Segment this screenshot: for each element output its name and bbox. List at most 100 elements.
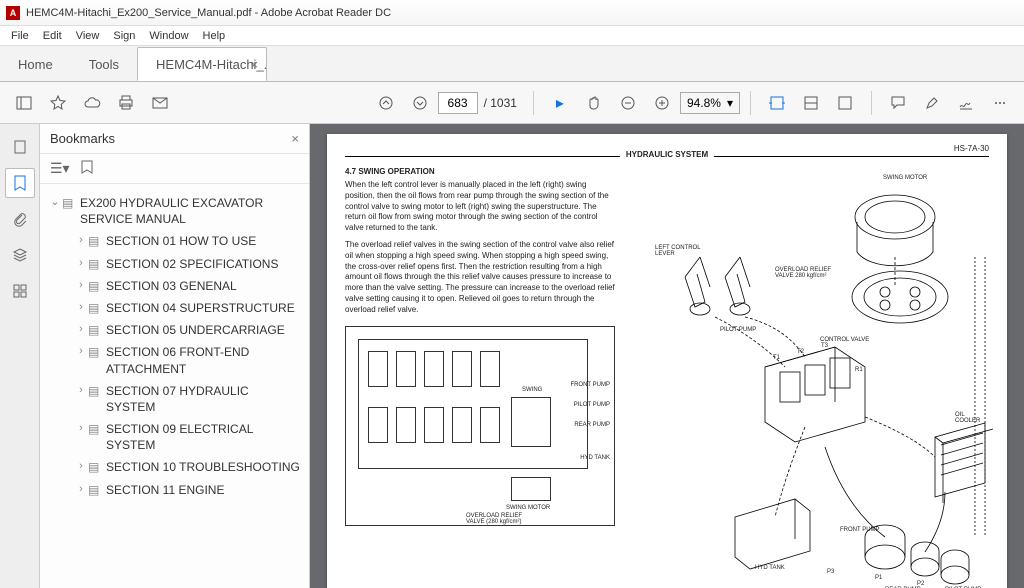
more-rail-icon[interactable] (5, 276, 35, 306)
expand-icon[interactable]: › (74, 256, 88, 271)
page-down-button[interactable] (404, 88, 436, 118)
bookmark-item[interactable]: ›▤SECTION 02 SPECIFICATIONS (46, 253, 303, 275)
expand-icon[interactable]: › (74, 383, 88, 398)
schem-front-pump: FRONT PUMP (570, 382, 610, 388)
document-view[interactable]: HS-7A-30 HYDRAULIC SYSTEM 4.7 SWING OPER… (310, 124, 1024, 588)
iso-p3: P3 (827, 569, 834, 575)
zoom-out-button[interactable] (612, 88, 644, 118)
pdf-page: HS-7A-30 HYDRAULIC SYSTEM 4.7 SWING OPER… (327, 134, 1007, 588)
mail-button[interactable] (144, 88, 176, 118)
tab-home[interactable]: Home (0, 47, 71, 81)
bookmark-item-icon: ▤ (88, 278, 102, 294)
page-code: HS-7A-30 (954, 144, 989, 153)
page-heading: 4.7 SWING OPERATION (345, 167, 615, 176)
page-up-button[interactable] (370, 88, 402, 118)
bm-find-icon[interactable] (80, 160, 94, 177)
comment-button[interactable] (882, 88, 914, 118)
bm-options-icon[interactable]: ☰▾ (50, 160, 70, 177)
menu-sign[interactable]: Sign (106, 30, 142, 42)
bookmark-root-label: EX200 HYDRAULIC EXCAVATOR SERVICE MANUAL (80, 195, 301, 227)
schem-pilot-pump: PILOT PUMP (574, 402, 610, 408)
fit-width-button[interactable] (761, 88, 793, 118)
bookmark-label: SECTION 09 ELECTRICAL SYSTEM (106, 421, 301, 453)
iso-overload: OVERLOAD RELIEF VALVE 280 kgf/cm² (775, 267, 835, 279)
expand-icon[interactable]: › (74, 300, 88, 315)
print-button[interactable] (110, 88, 142, 118)
zoom-select[interactable]: 94.8%▾ (680, 92, 740, 114)
bookmark-root[interactable]: ⌄ ▤ EX200 HYDRAULIC EXCAVATOR SERVICE MA… (46, 192, 303, 230)
schem-hyd-tank: HYD TANK (580, 455, 610, 461)
fit-page-button[interactable] (795, 88, 827, 118)
page-number-input[interactable] (438, 92, 478, 114)
iso-swing-motor: SWING MOTOR (883, 175, 927, 181)
iso-t2: T2 (797, 349, 804, 355)
iso-oil-cooler: OIL COOLER (955, 412, 989, 424)
bookmark-label: SECTION 01 HOW TO USE (106, 233, 256, 249)
bookmark-item-icon: ▤ (88, 344, 102, 360)
expand-icon[interactable]: › (74, 344, 88, 359)
expand-icon[interactable]: › (74, 322, 88, 337)
attachments-icon[interactable] (5, 204, 35, 234)
iso-hyd-tank: HYD TANK (755, 565, 785, 571)
bookmark-label: SECTION 03 GENENAL (106, 278, 237, 294)
more-button[interactable] (984, 88, 1016, 118)
schem-swing-motor: SWING MOTOR (506, 505, 550, 511)
expand-icon[interactable]: › (74, 278, 88, 293)
iso-p1: P1 (875, 575, 882, 581)
star-button[interactable] (42, 88, 74, 118)
menu-view[interactable]: View (69, 30, 107, 42)
expand-icon[interactable]: › (74, 421, 88, 436)
bookmark-label: SECTION 11 ENGINE (106, 482, 224, 498)
cloud-button[interactable] (76, 88, 108, 118)
page-para1: When the left control lever is manually … (345, 180, 615, 234)
bookmark-item[interactable]: ›▤SECTION 09 ELECTRICAL SYSTEM (46, 418, 303, 456)
menu-file[interactable]: File (4, 30, 36, 42)
bookmark-item[interactable]: ›▤SECTION 11 ENGINE (46, 479, 303, 501)
chevron-down-icon: ▾ (727, 96, 733, 110)
bookmark-item[interactable]: ›▤SECTION 04 SUPERSTRUCTURE (46, 297, 303, 319)
tab-document[interactable]: HEMC4M-Hitachi_... × (137, 47, 267, 81)
tab-tools[interactable]: Tools (71, 47, 137, 81)
titlebar: A HEMC4M-Hitachi_Ex200_Service_Manual.pd… (0, 0, 1024, 26)
expand-icon[interactable]: › (74, 233, 88, 248)
bookmark-item[interactable]: ›▤SECTION 06 FRONT-END ATTACHMENT (46, 341, 303, 379)
tabbar: Home Tools HEMC4M-Hitachi_... × (0, 46, 1024, 82)
sign-button[interactable] (950, 88, 982, 118)
zoom-in-button[interactable] (646, 88, 678, 118)
layers-icon[interactable] (5, 240, 35, 270)
menu-help[interactable]: Help (196, 30, 233, 42)
bookmark-item-icon: ▤ (62, 195, 76, 211)
bookmark-item[interactable]: ›▤SECTION 10 TROUBLESHOOTING (46, 456, 303, 478)
main: Bookmarks × ☰▾ ⌄ ▤ EX200 HYDRAULIC EXCAV… (0, 124, 1024, 588)
expand-icon[interactable]: › (74, 459, 88, 474)
hand-button[interactable] (578, 88, 610, 118)
toolbar: / 1031 ▸ 94.8%▾ (0, 82, 1024, 124)
thumbnails-icon[interactable] (5, 132, 35, 162)
collapse-icon[interactable]: ⌄ (48, 195, 62, 210)
sidebar-toggle-button[interactable] (8, 88, 40, 118)
nav-rail (0, 124, 40, 588)
bookmark-icon[interactable] (5, 168, 35, 198)
bookmark-item[interactable]: ›▤SECTION 05 UNDERCARRIAGE (46, 319, 303, 341)
bookmark-item-icon: ▤ (88, 300, 102, 316)
schematic-diagram: SWING FRONT PUMP PILOT PUMP REAR PUMP HY… (345, 326, 615, 526)
bookmark-item-icon: ▤ (88, 459, 102, 475)
bookmark-item[interactable]: ›▤SECTION 03 GENENAL (46, 275, 303, 297)
page-system: HYDRAULIC SYSTEM (620, 150, 714, 159)
panel-close-icon[interactable]: × (291, 131, 299, 146)
bookmark-item[interactable]: ›▤SECTION 01 HOW TO USE (46, 230, 303, 252)
bookmark-label: SECTION 04 SUPERSTRUCTURE (106, 300, 295, 316)
highlight-button[interactable] (916, 88, 948, 118)
bookmark-item[interactable]: ›▤SECTION 07 HYDRAULIC SYSTEM (46, 380, 303, 418)
bookmark-item-icon: ▤ (88, 256, 102, 272)
bookmarks-panel: Bookmarks × ☰▾ ⌄ ▤ EX200 HYDRAULIC EXCAV… (40, 124, 310, 588)
menu-window[interactable]: Window (142, 30, 195, 42)
iso-r1: R1 (855, 367, 863, 373)
pointer-button[interactable]: ▸ (544, 88, 576, 118)
read-mode-button[interactable] (829, 88, 861, 118)
page-total: / 1031 (484, 96, 517, 110)
close-icon[interactable]: × (250, 57, 258, 72)
expand-icon[interactable]: › (74, 482, 88, 497)
bookmarks-tree: ⌄ ▤ EX200 HYDRAULIC EXCAVATOR SERVICE MA… (40, 184, 309, 588)
menu-edit[interactable]: Edit (36, 30, 69, 42)
